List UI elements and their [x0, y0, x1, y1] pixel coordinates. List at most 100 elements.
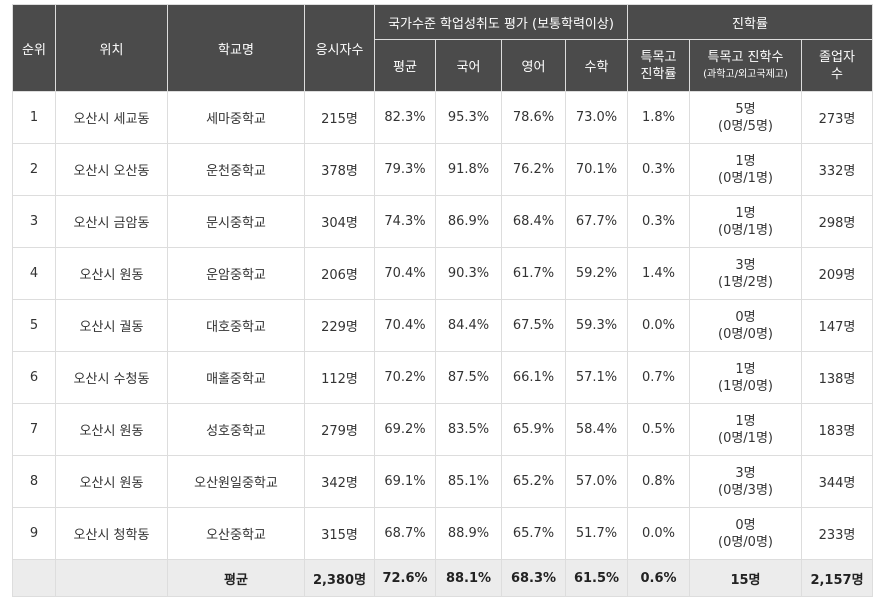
korean-score-cell: 83.5% [435, 403, 502, 456]
special-count-detail: (0명/1명) [718, 222, 773, 238]
average-korean: 88.1% [435, 559, 502, 597]
rank-cell: 1 [12, 91, 56, 144]
location-cell: 오산시 궐동 [55, 299, 168, 352]
average-math: 61.5% [565, 559, 628, 597]
average-examinees: 2,380명 [304, 559, 375, 597]
table-row: 5 오산시 궐동 대호중학교 229명 70.4% 84.4% 67.5% 59.3% 0.0%… [12, 299, 873, 352]
header-korean: 국어 [435, 39, 502, 92]
table-row: 4 오산시 원동 운암중학교 206명 70.4% 90.3% 61.7% 59.2% 1.4%… [12, 247, 873, 300]
header-special-rate-line1: 특목고 [640, 49, 677, 65]
rank-cell: 9 [12, 507, 56, 560]
special-count-detail: (0명/1명) [718, 430, 773, 446]
average-rank-cell [12, 559, 56, 597]
average-score-cell: 70.2% [374, 351, 436, 404]
average-score-cell: 70.4% [374, 247, 436, 300]
english-score-cell: 67.5% [501, 299, 566, 352]
math-score-cell: 73.0% [565, 91, 628, 144]
header-average: 평균 [374, 39, 436, 92]
average-score-cell: 69.2% [374, 403, 436, 456]
graduates-cell: 344명 [801, 455, 873, 508]
examinees-cell: 279명 [304, 403, 375, 456]
special-count-total: 3명 [735, 465, 756, 481]
examinees-cell: 304명 [304, 195, 375, 248]
header-special-count-line2: (과학고/외고국제고) [703, 68, 788, 80]
korean-score-cell: 85.1% [435, 455, 502, 508]
examinees-cell: 229명 [304, 299, 375, 352]
rank-cell: 8 [12, 455, 56, 508]
special-count-cell: 0명 (0명/0명) [689, 299, 802, 352]
average-avg: 72.6% [374, 559, 436, 597]
examinees-cell: 215명 [304, 91, 375, 144]
examinees-cell: 206명 [304, 247, 375, 300]
special-count-cell: 1명 (1명/0명) [689, 351, 802, 404]
special-count-cell: 3명 (0명/3명) [689, 455, 802, 508]
special-count-cell: 1명 (0명/1명) [689, 195, 802, 248]
average-score-cell: 70.4% [374, 299, 436, 352]
school-ranking-table-container: 순위 위치 학교명 응시자수 국가수준 학업성취도 평가 (보통학력이상) 진학… [12, 4, 873, 597]
special-count-total: 0명 [735, 517, 756, 533]
english-score-cell: 66.1% [501, 351, 566, 404]
average-english: 68.3% [501, 559, 566, 597]
table-row: 8 오산시 원동 오산원일중학교 342명 69.1% 85.1% 65.2% 57.0% 0.… [12, 455, 873, 508]
special-count-detail: (1명/2명) [718, 274, 773, 290]
location-cell: 오산시 원동 [55, 247, 168, 300]
school-name-cell: 문시중학교 [167, 195, 305, 248]
header-special-rate: 특목고 진학률 [627, 39, 690, 92]
graduates-cell: 273명 [801, 91, 873, 144]
school-name-cell: 매홀중학교 [167, 351, 305, 404]
location-cell: 오산시 오산동 [55, 143, 168, 196]
english-score-cell: 76.2% [501, 143, 566, 196]
graduates-cell: 233명 [801, 507, 873, 560]
special-count-cell: 1명 (0명/1명) [689, 403, 802, 456]
korean-score-cell: 84.4% [435, 299, 502, 352]
graduates-cell: 209명 [801, 247, 873, 300]
special-count-detail: (0명/0명) [718, 326, 773, 342]
average-row: 평균 2,380명 72.6% 88.1% 68.3% 61.5% 0.6% 1… [12, 559, 873, 597]
special-rate-cell: 0.5% [627, 403, 690, 456]
average-score-cell: 82.3% [374, 91, 436, 144]
english-score-cell: 78.6% [501, 91, 566, 144]
school-name-cell: 성호중학교 [167, 403, 305, 456]
header-achievement-group: 국가수준 학업성취도 평가 (보통학력이상) [374, 4, 628, 40]
rank-cell: 7 [12, 403, 56, 456]
location-cell: 오산시 수청동 [55, 351, 168, 404]
special-count-detail: (0명/0명) [718, 534, 773, 550]
english-score-cell: 65.2% [501, 455, 566, 508]
math-score-cell: 67.7% [565, 195, 628, 248]
special-count-total: 1명 [735, 361, 756, 377]
special-count-cell: 3명 (1명/2명) [689, 247, 802, 300]
special-count-cell: 5명 (0명/5명) [689, 91, 802, 144]
graduates-cell: 138명 [801, 351, 873, 404]
special-count-total: 0명 [735, 309, 756, 325]
special-rate-cell: 0.0% [627, 299, 690, 352]
table-row: 6 오산시 수청동 매홀중학교 112명 70.2% 87.5% 66.1% 57.1% 0.7… [12, 351, 873, 404]
english-score-cell: 61.7% [501, 247, 566, 300]
graduates-cell: 147명 [801, 299, 873, 352]
location-cell: 오산시 청학동 [55, 507, 168, 560]
header-examinees: 응시자수 [304, 4, 375, 92]
english-score-cell: 68.4% [501, 195, 566, 248]
special-rate-cell: 0.8% [627, 455, 690, 508]
special-rate-cell: 0.3% [627, 143, 690, 196]
average-graduates: 2,157명 [801, 559, 873, 597]
table-row: 9 오산시 청학동 오산중학교 315명 68.7% 88.9% 65.7% 51.7% 0.0… [12, 507, 873, 560]
korean-score-cell: 91.8% [435, 143, 502, 196]
school-ranking-table: 순위 위치 학교명 응시자수 국가수준 학업성취도 평가 (보통학력이상) 진학… [12, 4, 873, 597]
special-rate-cell: 1.8% [627, 91, 690, 144]
korean-score-cell: 86.9% [435, 195, 502, 248]
special-rate-cell: 0.0% [627, 507, 690, 560]
table-row: 2 오산시 오산동 운천중학교 378명 79.3% 91.8% 76.2% 70.1% 0.3… [12, 143, 873, 196]
special-count-total: 1명 [735, 413, 756, 429]
special-count-detail: (0명/5명) [718, 118, 773, 134]
table-row: 3 오산시 금암동 문시중학교 304명 74.3% 86.9% 68.4% 67.7% 0.3… [12, 195, 873, 248]
math-score-cell: 70.1% [565, 143, 628, 196]
special-count-total: 1명 [735, 205, 756, 221]
math-score-cell: 59.3% [565, 299, 628, 352]
special-rate-cell: 1.4% [627, 247, 690, 300]
location-cell: 오산시 원동 [55, 403, 168, 456]
special-count-total: 1명 [735, 153, 756, 169]
rank-cell: 3 [12, 195, 56, 248]
rank-cell: 4 [12, 247, 56, 300]
korean-score-cell: 88.9% [435, 507, 502, 560]
special-count-detail: (1명/0명) [718, 378, 773, 394]
